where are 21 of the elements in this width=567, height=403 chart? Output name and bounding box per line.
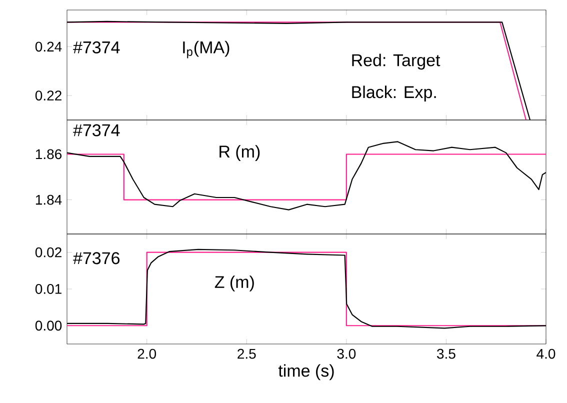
y-tick-label: 0.24 [35, 42, 62, 52]
x-axis-title: time (s) [278, 364, 334, 380]
x-tick-label: 2.0 [138, 348, 156, 359]
annotation: #7374 [73, 41, 120, 54]
annotation: Black: Exp. [352, 86, 436, 102]
x-tick-label: 3.0 [337, 348, 356, 359]
y-tick-label: 0.02 [35, 247, 62, 258]
annotation: R (m) [220, 145, 260, 161]
y-tick-label: 1.86 [36, 149, 62, 160]
annotation: #7374 [73, 124, 120, 136]
x-tick-label: 2.5 [238, 348, 256, 359]
x-tick-label: 3.5 [437, 348, 456, 359]
annotation: #7376 [73, 252, 120, 264]
annotation: Red: Target [352, 54, 440, 70]
y-tick-label: 0.00 [35, 320, 62, 331]
x-tick-label: 4.0 [536, 348, 556, 359]
y-tick-label: 0.22 [35, 90, 62, 101]
y-tick-label: 0.01 [35, 284, 62, 294]
y-tick-label: 1.84 [36, 194, 62, 205]
annotation: Z (m) [214, 276, 254, 292]
annotation: I$_{p}$(MA) [183, 40, 230, 58]
